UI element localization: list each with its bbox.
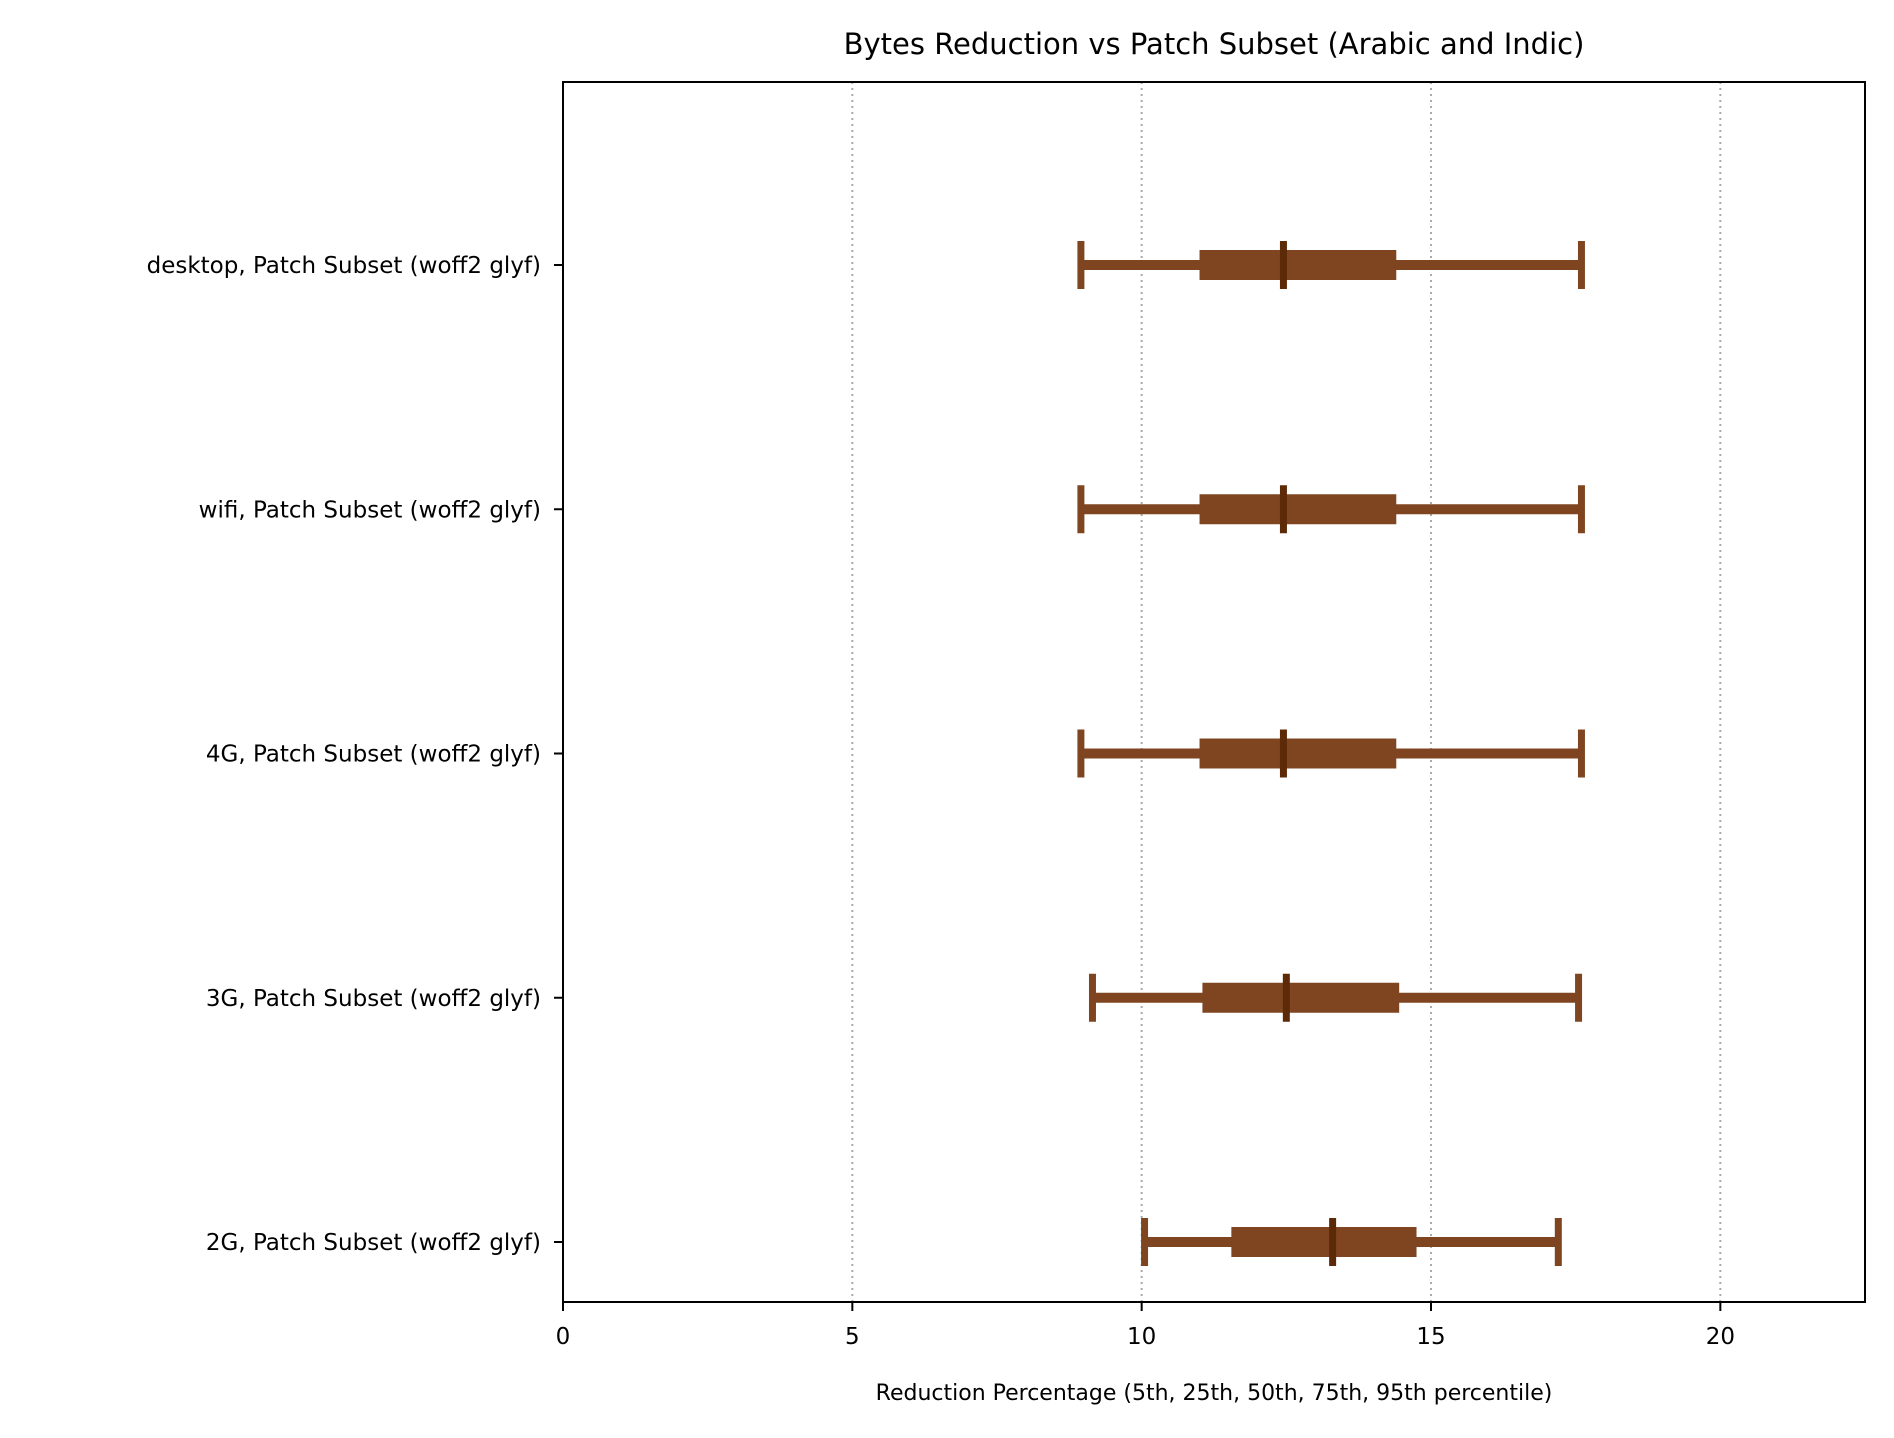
iqr-box xyxy=(1199,738,1397,769)
iqr-box xyxy=(1231,1227,1417,1257)
iqr-box xyxy=(1199,250,1397,280)
y-tick-label: desktop, Patch Subset (woff2 glyf) xyxy=(147,253,541,279)
iqr-box xyxy=(1202,982,1400,1013)
x-tick-label: 10 xyxy=(1127,1324,1156,1350)
box-marks xyxy=(1077,241,1585,1266)
y-tick-label: 4G, Patch Subset (woff2 glyf) xyxy=(206,742,541,768)
y-tick-label: 2G, Patch Subset (woff2 glyf) xyxy=(206,1230,541,1256)
x-tick-label: 20 xyxy=(1706,1324,1735,1350)
x-tick-label: 0 xyxy=(556,1324,571,1350)
x-tick-label: 5 xyxy=(845,1324,860,1350)
x-axis-label: Reduction Percentage (5th, 25th, 50th, 7… xyxy=(876,1381,1553,1406)
chart-title: Bytes Reduction vs Patch Subset (Arabic … xyxy=(844,27,1585,61)
y-tick-label: wifi, Patch Subset (woff2 glyf) xyxy=(199,497,541,523)
y-tick-label: 3G, Patch Subset (woff2 glyf) xyxy=(206,986,541,1012)
x-axis-ticks: 0 5 10 15 20 xyxy=(556,1302,1735,1350)
plot-frame xyxy=(562,81,1866,1303)
iqr-box xyxy=(1199,494,1397,525)
x-tick-label: 15 xyxy=(1416,1324,1445,1350)
y-axis-ticks: desktop, Patch Subset (woff2 glyf) wifi, … xyxy=(147,253,563,1256)
